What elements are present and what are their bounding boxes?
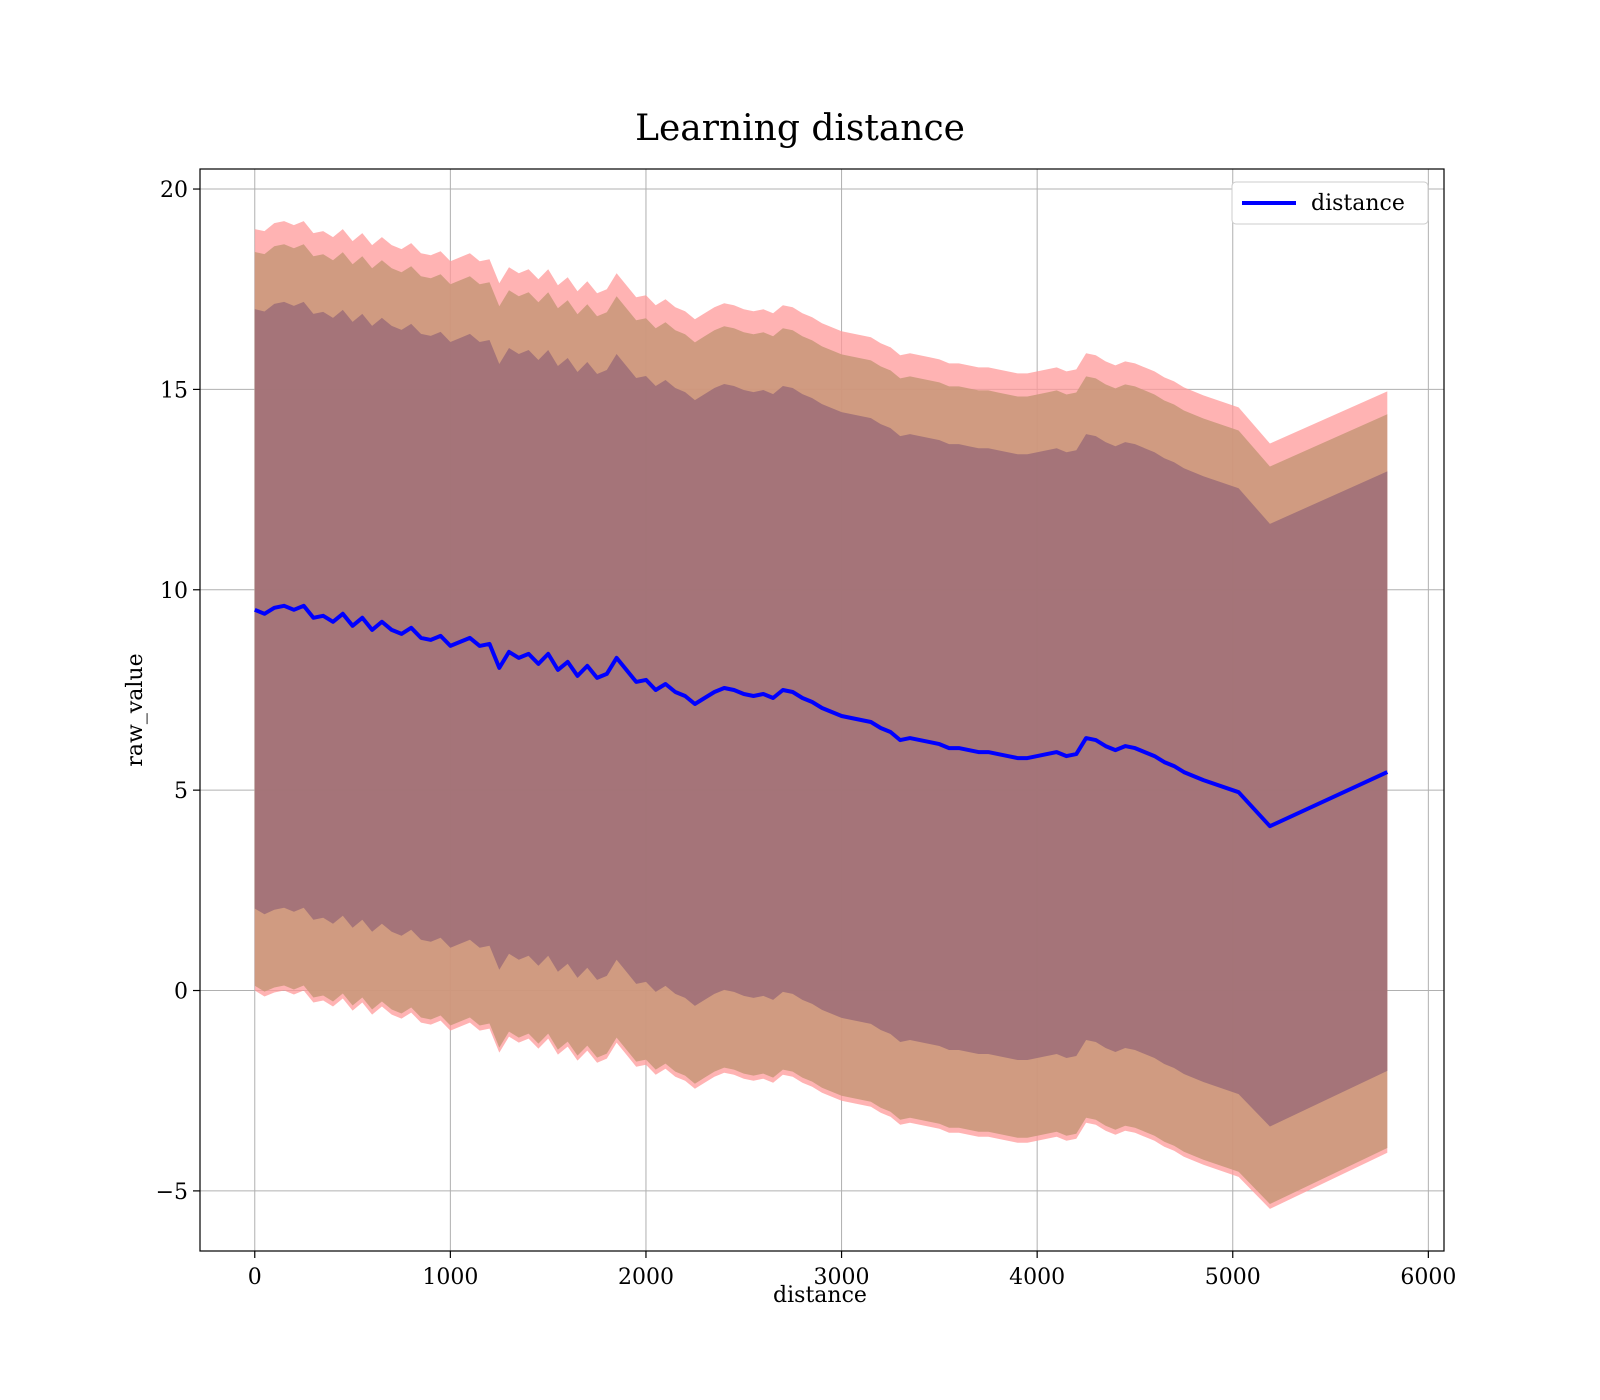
chart-title: Learning distance xyxy=(635,108,965,149)
x-tick-label: 5000 xyxy=(1205,1265,1261,1290)
y-tick-label: 20 xyxy=(160,178,188,203)
plot-frame xyxy=(199,168,1445,1252)
confidence-band-3 xyxy=(254,301,1388,1127)
y-tick-label: −5 xyxy=(156,1180,188,1205)
y-tick-label: 10 xyxy=(160,579,188,604)
legend-label-distance: distance xyxy=(1311,191,1405,216)
y-tick-label: 0 xyxy=(174,980,188,1005)
line-layer xyxy=(254,603,1389,829)
x-tick-label: 3000 xyxy=(814,1265,870,1290)
y-tick-label: 15 xyxy=(160,378,188,403)
legend: distance xyxy=(1231,181,1429,225)
y-axis-ticks: −5 0 5 10 15 20 xyxy=(156,178,200,1205)
x-axis-ticks: 0 1000 2000 3000 4000 5000 6000 xyxy=(248,1251,1456,1290)
x-tick-label: 0 xyxy=(248,1265,262,1290)
x-tick-label: 6000 xyxy=(1400,1265,1456,1290)
x-axis-title: distance xyxy=(773,1283,867,1308)
x-tick-label: 2000 xyxy=(618,1265,674,1290)
y-axis-title: raw_value xyxy=(123,653,148,766)
band-layer xyxy=(254,221,1388,1209)
legend-box xyxy=(1231,181,1429,225)
series-line-distance xyxy=(254,603,1389,829)
x-tick-label: 4000 xyxy=(1009,1265,1065,1290)
y-tick-label: 5 xyxy=(174,779,188,804)
x-tick-label: 1000 xyxy=(422,1265,478,1290)
